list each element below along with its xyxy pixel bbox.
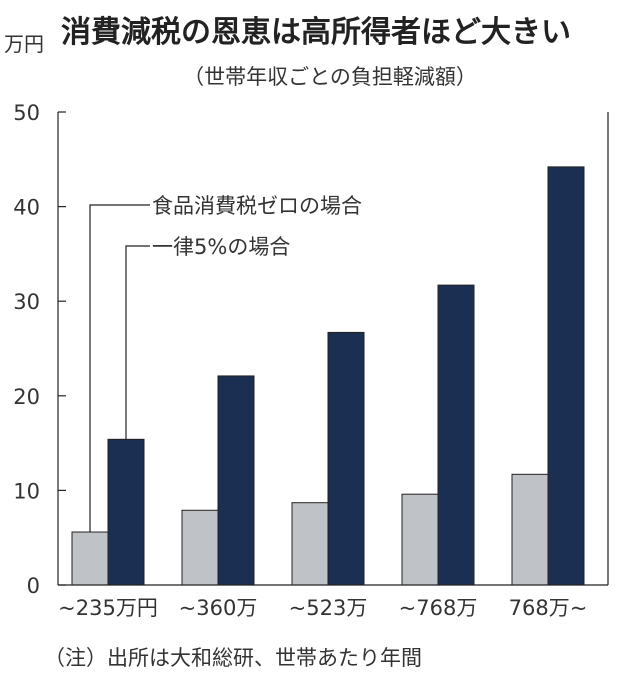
legend-leader-line [125,245,150,440]
bar [437,284,475,586]
x-category-label: ~235万円 [58,596,158,620]
category-labels: ~235万円 ~360万 ~523万 ~768万 768万~ [58,596,587,620]
y-tick-label: 20 [13,385,40,409]
bars [71,166,585,586]
bar [291,502,329,586]
bar [107,438,145,586]
y-tick-label: 50 [13,101,40,125]
y-axis-ticks: 0 10 20 30 40 50 [13,101,66,598]
source-note: （注）出所は大和総研、世帯あたり年間 [44,646,422,670]
legend-label: 一律5%の場合 [152,235,290,259]
bar [327,331,365,586]
bar [401,493,439,586]
chart-subtitle: （世帯年収ごとの負担軽減額） [183,65,477,89]
x-category-label: 768万~ [509,596,588,620]
legend-leader-line [89,204,150,533]
bar [217,375,255,586]
axes [57,112,609,586]
bar [181,509,219,586]
y-tick-label: 30 [13,290,40,314]
bar [511,473,549,586]
x-category-label: ~768万 [399,596,478,620]
x-category-label: ~360万 [179,596,258,620]
legend-label: 食品消費税ゼロの場合 [152,194,362,218]
bar [547,166,585,586]
y-tick-label: 10 [13,479,40,503]
bar [71,531,109,586]
y-tick-label: 40 [13,196,40,220]
chart-title: 消費減税の恩恵は高所得者ほど大きい [61,15,571,50]
y-tick-label: 0 [27,574,40,598]
x-category-label: ~523万 [289,596,368,620]
y-axis-unit: 万円 [4,32,44,56]
